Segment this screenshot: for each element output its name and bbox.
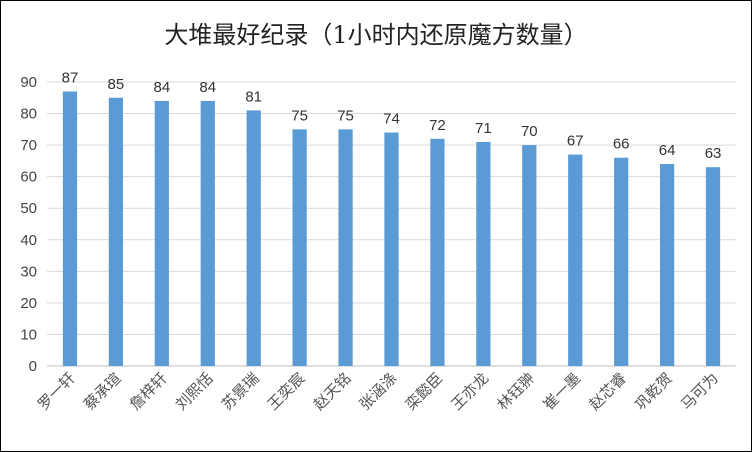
x-category-label: 赵芯睿 — [585, 369, 630, 414]
x-axis-category-labels: 罗一轩 蔡承瑄 詹梓轩 刘熙恬 苏景瑞 王奕宸 赵天铭 张涵涤 栾懿臣 王亦龙 林钰翀 崔一墨 赵芯睿巩… — [34, 369, 722, 414]
x-category-label: 刘熙恬 — [172, 369, 217, 414]
bar — [614, 157, 629, 366]
y-tick-label: 60 — [20, 169, 37, 186]
x-category-label: 苏景瑞 — [218, 369, 263, 414]
data-label: 64 — [659, 142, 676, 159]
data-label: 81 — [245, 88, 262, 105]
y-tick-label: 10 — [20, 326, 37, 343]
bar — [705, 167, 721, 366]
x-category-label: 张涵涤 — [356, 369, 401, 414]
data-label: 84 — [153, 79, 170, 96]
x-category-label: 蔡承瑄 — [80, 369, 125, 414]
data-label: 75 — [291, 107, 308, 124]
x-category-label: 詹梓轩 — [126, 369, 171, 414]
data-label: 75 — [337, 107, 354, 124]
data-label: 67 — [567, 133, 584, 150]
data-label: 70 — [521, 123, 538, 140]
bar — [430, 138, 445, 366]
chart-title: 大堆最好纪录（1小时内还原魔方数量） — [164, 21, 587, 49]
bar — [659, 164, 675, 366]
y-axis-tick-labels: 0 10 20 30 40 50 60 70 80 90 — [20, 74, 37, 375]
data-label: 63 — [705, 145, 722, 162]
x-category-label: 马可为 — [677, 369, 722, 414]
data-label: 85 — [108, 76, 125, 93]
y-tick-label: 90 — [20, 74, 37, 91]
bar — [154, 100, 169, 366]
y-tick-label: 30 — [20, 263, 37, 280]
x-category-label: 罗一轩 — [34, 369, 79, 414]
y-tick-label: 0 — [29, 358, 37, 375]
bar — [476, 141, 491, 366]
x-category-label: 栾懿臣 — [402, 369, 447, 414]
data-label: 84 — [199, 79, 216, 96]
bar — [292, 129, 307, 366]
bar — [384, 132, 399, 366]
y-tick-label: 70 — [20, 137, 37, 154]
x-category-label: 赵天铭 — [310, 369, 355, 414]
x-category-label: 巩乾贺 — [631, 369, 676, 414]
x-category-label: 林钰翀 — [494, 369, 539, 414]
y-tick-label: 50 — [20, 200, 37, 217]
data-label: 87 — [62, 69, 79, 86]
bar — [62, 91, 78, 366]
data-label: 71 — [475, 120, 492, 137]
bar — [108, 97, 124, 367]
y-tick-label: 20 — [20, 295, 37, 312]
data-label: 74 — [383, 110, 400, 127]
bar — [338, 129, 353, 366]
bars — [62, 91, 721, 367]
bar — [522, 145, 537, 366]
x-category-label: 王奕宸 — [264, 369, 309, 414]
data-label: 72 — [429, 117, 446, 134]
data-label: 66 — [613, 136, 630, 153]
x-category-label: 王亦龙 — [448, 369, 493, 414]
bar — [200, 100, 215, 366]
y-tick-label: 40 — [20, 232, 37, 249]
x-category-label: 崔一墨 — [540, 369, 585, 414]
y-tick-label: 80 — [20, 106, 37, 123]
data-labels: 87 85 84 84 81 75 75 74 72 71 70 67 66 64 63 — [62, 69, 722, 162]
bar — [246, 110, 261, 367]
bar — [568, 154, 583, 366]
